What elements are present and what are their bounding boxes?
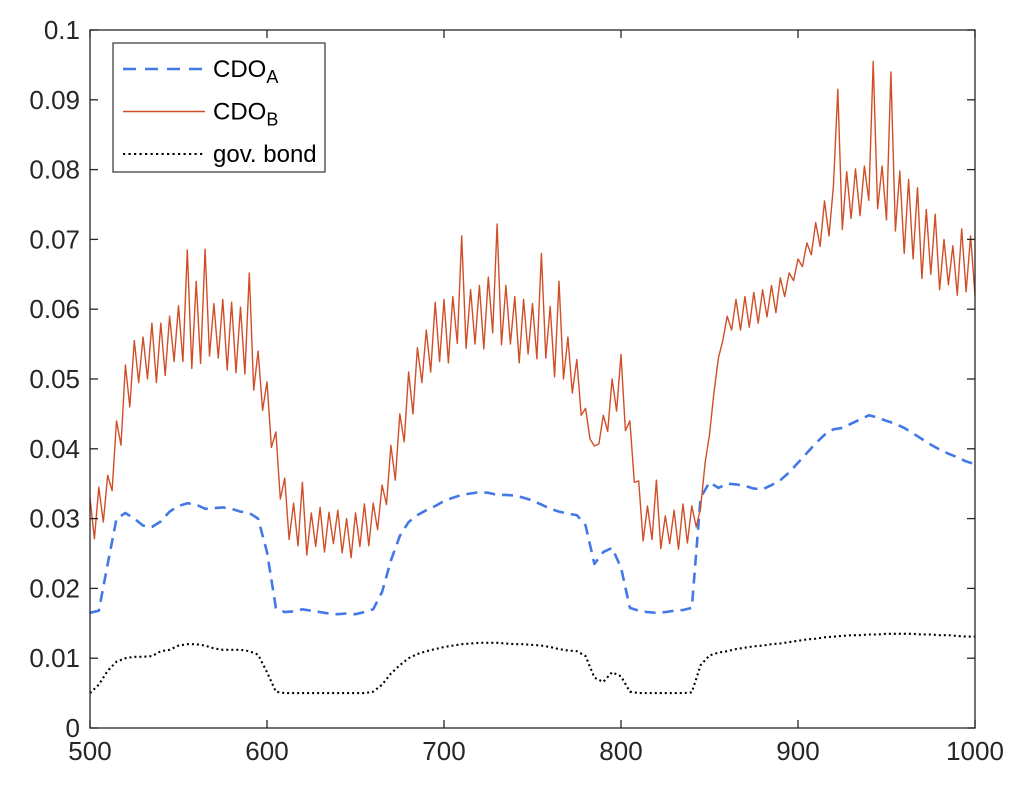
x-tick-label: 900 [776, 736, 819, 766]
y-tick-label: 0.04 [29, 434, 80, 464]
x-tick-label: 800 [599, 736, 642, 766]
series-line-cdo-a [89, 413, 976, 616]
x-tick-label: 500 [68, 736, 111, 766]
y-tick-label: 0.1 [44, 15, 80, 45]
x-axis-tick-labels: 500 600 700 800 900 1000 [68, 736, 1004, 766]
y-tick-label: 0.08 [29, 155, 80, 185]
series-line-gov-bond [89, 632, 975, 695]
y-tick-label: 0.01 [29, 643, 80, 673]
series-line-cdo-b [89, 60, 976, 559]
legend: CDOA CDOB gov. bond [112, 42, 326, 173]
y-tick-label: 0.07 [29, 224, 80, 254]
x-tick-label: 600 [245, 736, 288, 766]
legend-box [112, 42, 326, 173]
y-tick-label: 0.06 [29, 294, 80, 324]
legend-label: gov. bond [213, 141, 317, 168]
x-tick-label: 700 [422, 736, 465, 766]
legend-entry-cdo-a: CDOA [123, 56, 278, 88]
y-tick-label: 0.02 [29, 573, 80, 603]
x-tick-label: 1000 [946, 736, 1004, 766]
legend-label: CDOB [213, 98, 278, 130]
legend-entry-cdo-b: CDOB [123, 98, 278, 130]
y-axis-tick-labels: 0 0.01 0.02 0.03 0.04 0.05 0.06 0.07 0.08 0.09 0.1 [29, 15, 80, 743]
legend-label: CDOA [213, 56, 278, 88]
axis-ticks [89, 29, 976, 729]
y-tick-label: 0.05 [29, 364, 80, 394]
y-tick-label: 0 [66, 713, 80, 743]
legend-entry-gov-bond: gov. bond [123, 141, 317, 168]
y-tick-label: 0.03 [29, 504, 80, 534]
y-tick-label: 0.09 [29, 85, 80, 115]
